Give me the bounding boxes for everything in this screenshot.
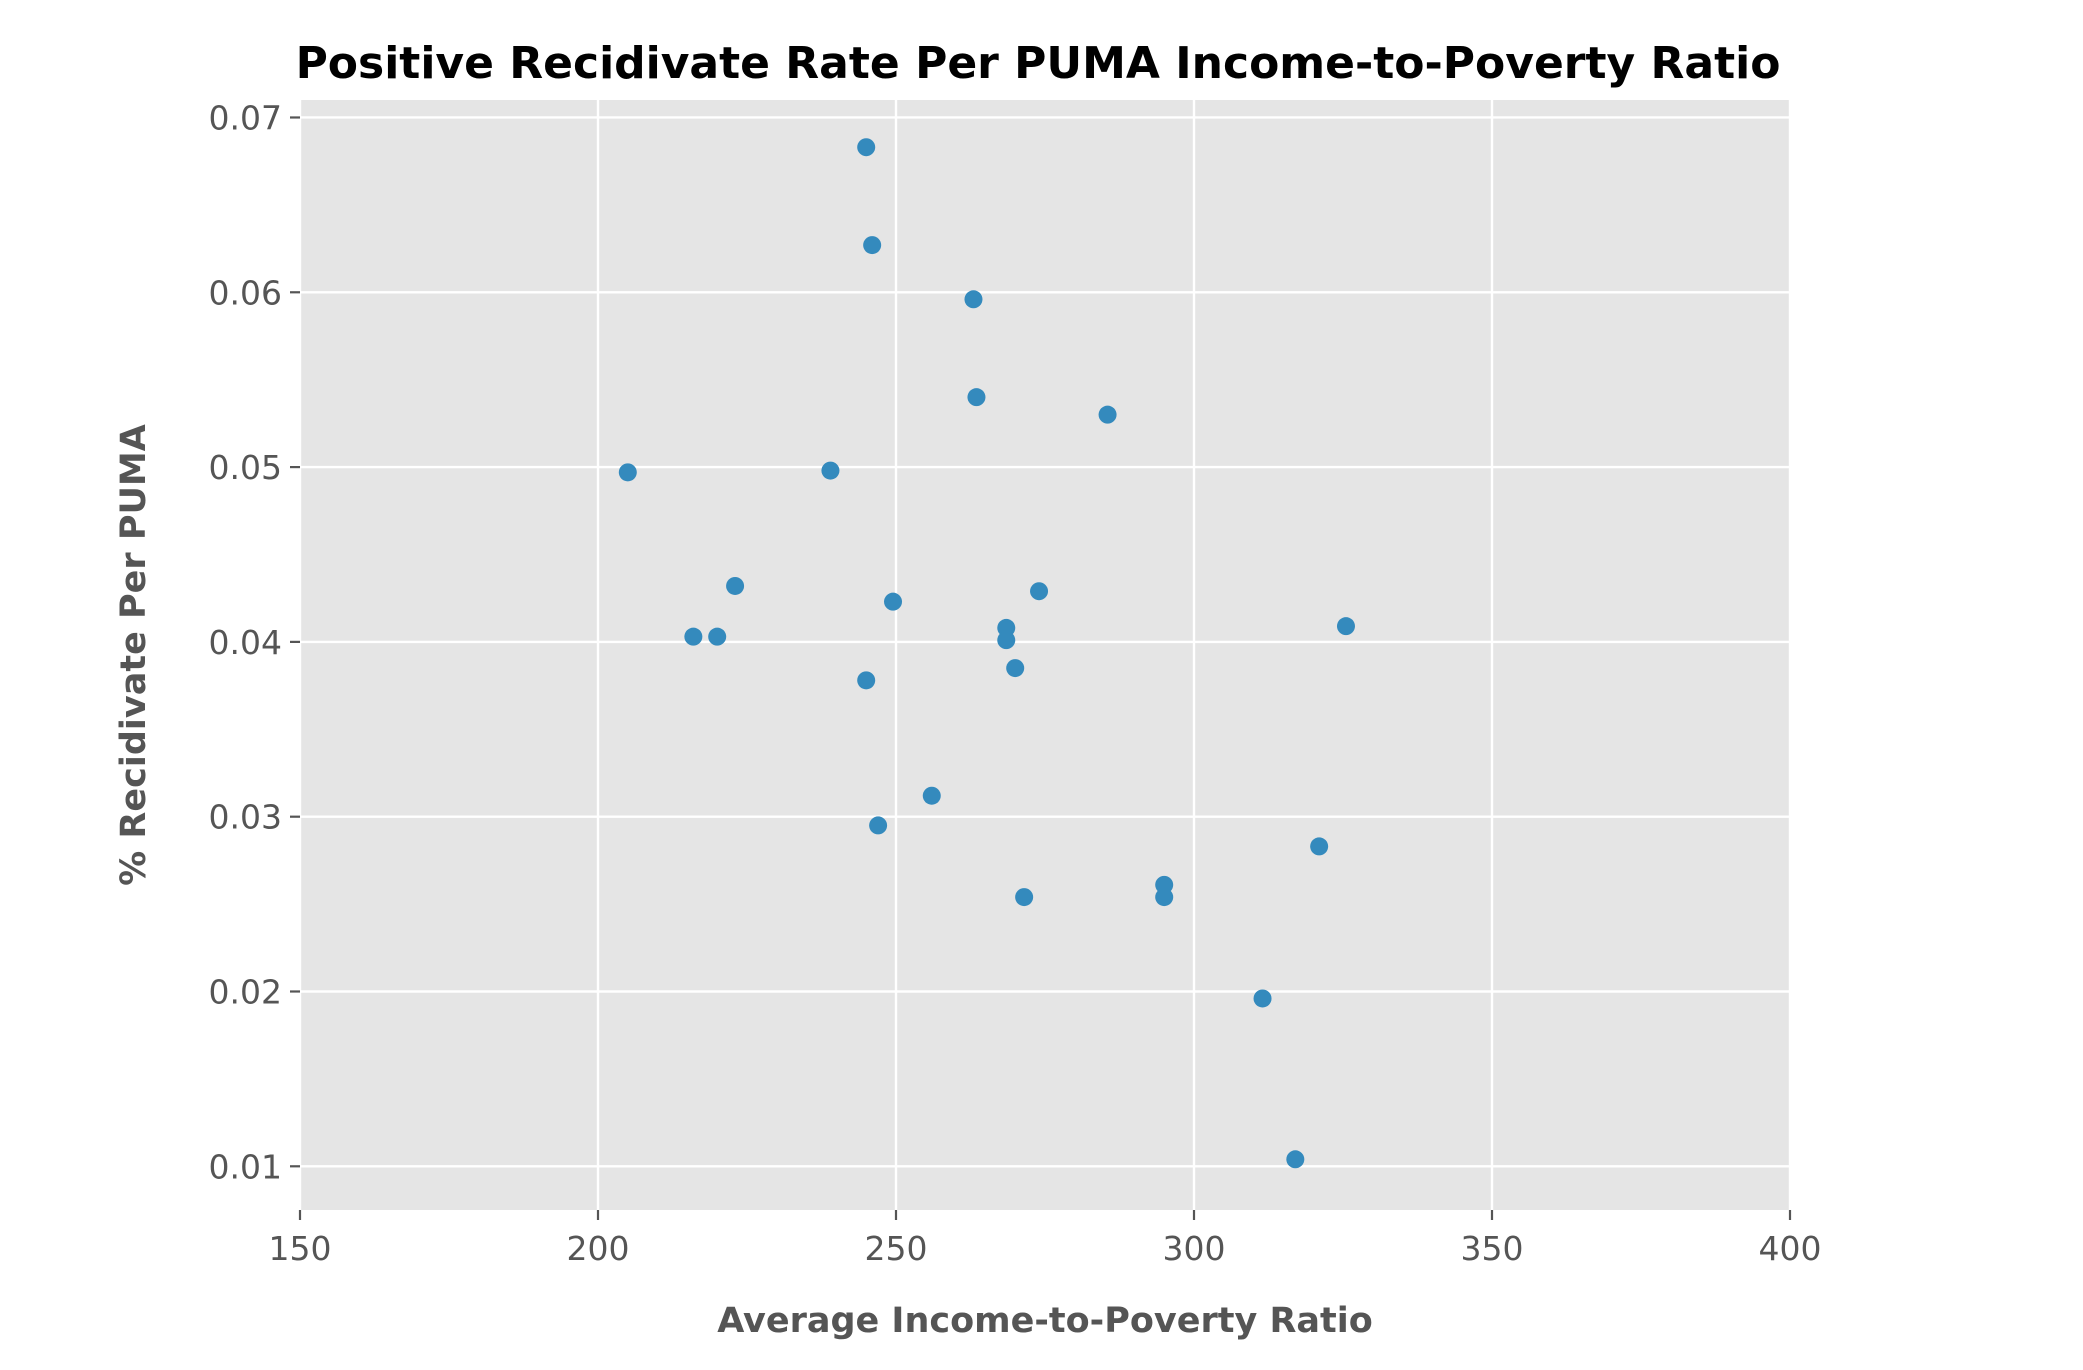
data-point	[1310, 837, 1329, 856]
data-point	[618, 463, 637, 482]
data-point	[884, 592, 903, 611]
data-point	[964, 290, 983, 309]
x-tick-label: 400	[1759, 1229, 1822, 1268]
data-point	[967, 388, 986, 407]
x-tick-label: 300	[1163, 1229, 1226, 1268]
data-point	[997, 631, 1016, 650]
data-point	[1030, 582, 1049, 601]
x-tick-label: 150	[269, 1229, 332, 1268]
x-tick-label: 200	[567, 1229, 630, 1268]
data-point	[684, 627, 703, 646]
y-tick-label: 0.05	[209, 448, 282, 487]
data-point	[1286, 1150, 1305, 1169]
x-axis-label: Average Income-to-Poverty Ratio	[717, 1301, 1373, 1341]
data-point	[1006, 659, 1025, 678]
y-tick-label: 0.03	[209, 798, 282, 837]
data-point	[869, 816, 888, 835]
data-point	[726, 576, 745, 595]
data-point	[1155, 888, 1174, 907]
data-point	[1253, 989, 1272, 1008]
x-tick-label: 350	[1461, 1229, 1524, 1268]
grid-lines	[298, 100, 1792, 1210]
data-point	[1336, 617, 1355, 636]
axis-ticks: 150 200 250 300 350 400 0.01 0.02 0.03 0.04 0.05 0.…	[209, 98, 1822, 1268]
data-point	[857, 138, 876, 157]
y-tick-label: 0.04	[209, 623, 282, 662]
data-point	[1015, 888, 1034, 907]
y-tick-label: 0.06	[209, 273, 282, 312]
data-point	[857, 671, 876, 690]
data-point	[863, 236, 882, 255]
plot-area	[300, 100, 1790, 1210]
y-tick-label: 0.02	[209, 972, 282, 1011]
data-point	[708, 627, 727, 646]
y-tick-label: 0.01	[209, 1147, 282, 1186]
data-point	[821, 461, 840, 480]
chart-title: Positive Recidivate Rate Per PUMA Income…	[296, 38, 1781, 89]
data-point	[1098, 405, 1117, 424]
x-tick-label: 250	[865, 1229, 928, 1268]
data-points	[618, 138, 1355, 1169]
y-tick-label: 0.07	[209, 98, 282, 137]
y-axis-label: % Recidivate Per PUMA	[114, 424, 154, 886]
data-point	[922, 786, 941, 805]
